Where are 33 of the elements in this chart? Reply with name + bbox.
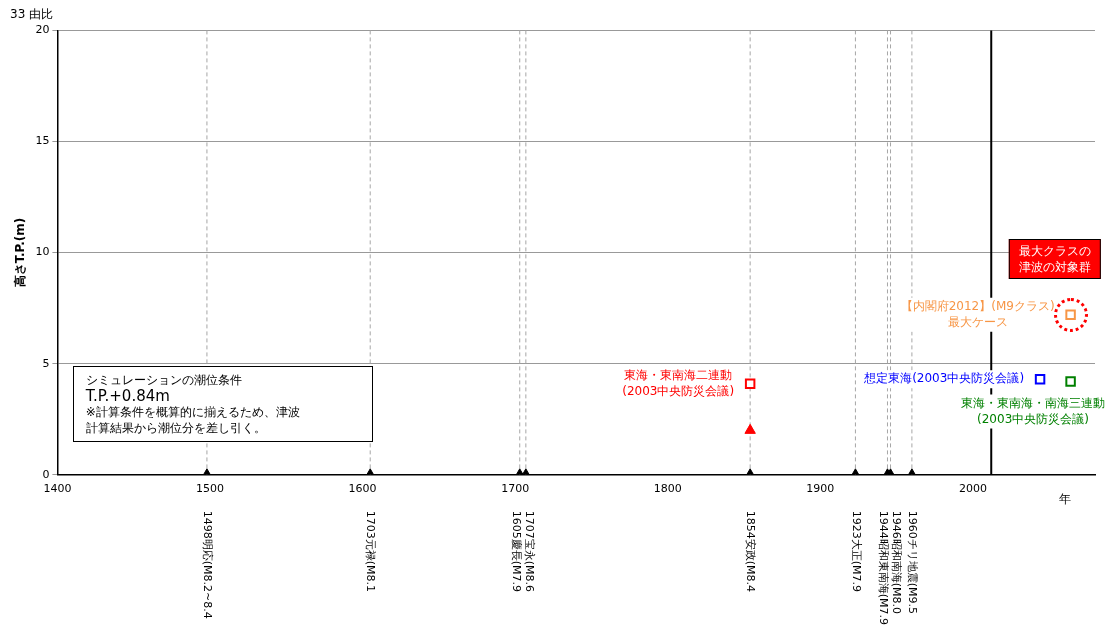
series-label: 東海・東南海二連動 (2003中央防災会議) xyxy=(622,367,735,398)
series-label: 【内閣府2012】(M9クラス) 最大ケース xyxy=(900,298,1055,329)
annotation: ※計算条件を概算的に揃えるため、津波計算結果から潮位分を差し引く。 xyxy=(85,403,301,436)
y-tick-label: 15 xyxy=(35,134,50,148)
text: 東海・東南海・南海三連動 (2003中央防災会議) xyxy=(961,395,1105,426)
y-tick-label: 20 xyxy=(35,23,50,37)
y-tick-label: 10 xyxy=(35,245,50,259)
data-label: 1854安政(M8.4 xyxy=(744,510,758,593)
data-label: 1923大正(M7.9 xyxy=(849,510,863,593)
data-label: 1960チリ地震(M9.5 xyxy=(906,510,920,615)
x-tick-label: 1800 xyxy=(653,482,682,496)
y-tick-label: 5 xyxy=(42,356,50,370)
data-label: 1498明応(M8.2~8.4 xyxy=(201,510,215,619)
data-label: 1707宝永(M8.6 xyxy=(523,510,537,593)
series-label: 想定東海(2003中央防災会議) xyxy=(863,371,1025,386)
x-tick-label: 2000 xyxy=(958,482,987,496)
x-tick-label: 1400 xyxy=(43,482,72,496)
x-tick-label: 1900 xyxy=(806,482,835,496)
y-tick-label: 0 xyxy=(42,467,50,481)
x-tick-label: 1700 xyxy=(501,482,530,496)
x-tick-label: 1600 xyxy=(348,482,377,496)
data-label: 1605慶長(M7.9 xyxy=(510,510,524,593)
data-label: 1946昭和南海(M8.0 xyxy=(889,510,903,615)
annotation: T.P.+0.84m xyxy=(85,386,171,405)
data-label: 1944昭和東南海(M7.9 xyxy=(876,510,890,626)
note-box: シミュレーションの潮位条件 T.P.+0.84m ※計算条件を概算的に揃えるため、津波計算結果から潮位分を差し引く。 xyxy=(72,365,374,442)
x-axis-title: 年 xyxy=(1059,491,1071,506)
data-label: 1703元禄(M8.1 xyxy=(364,510,378,593)
y-axis-title: 高さT.P.(m) xyxy=(13,217,28,288)
x-tick-label: 1500 xyxy=(195,482,224,496)
annotation: シミュレーションの潮位条件 xyxy=(85,371,243,388)
annotation: 最大クラスの津波の対象群 xyxy=(1008,239,1102,280)
chart-title: 33 由比 xyxy=(10,7,54,22)
